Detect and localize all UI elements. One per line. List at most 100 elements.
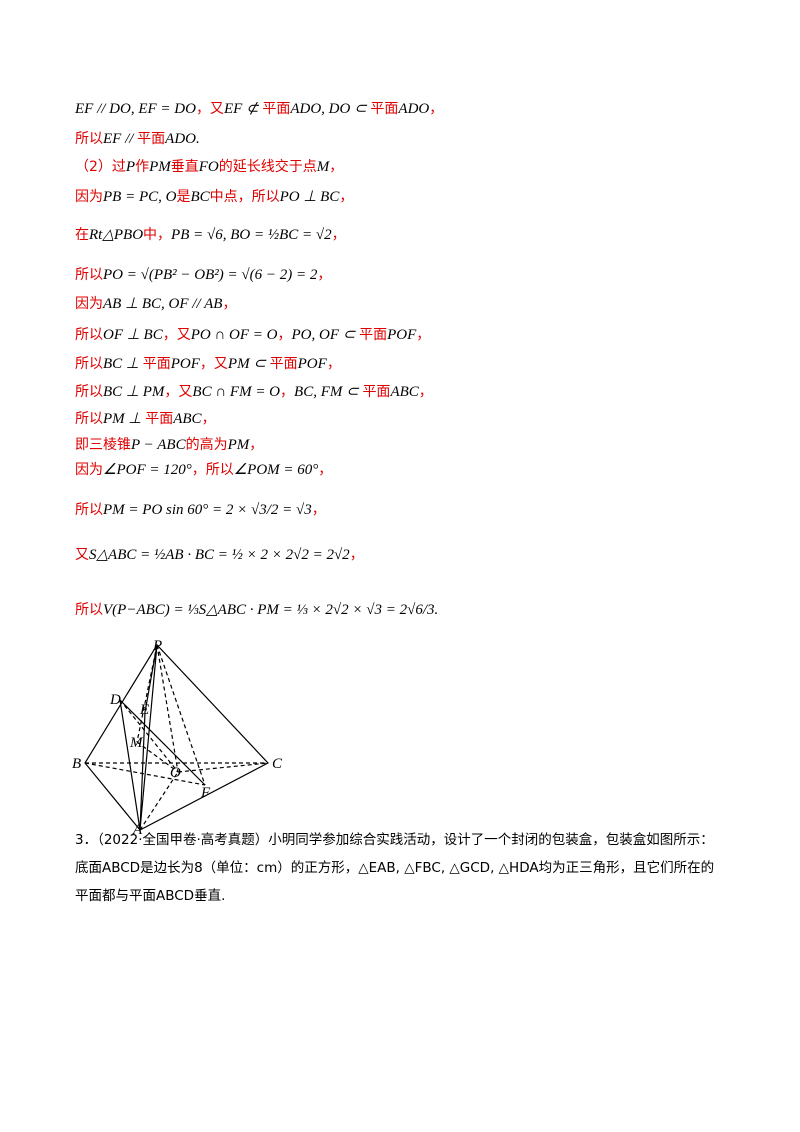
solution-line: 所以PM ⊥ 平面ABC，	[75, 408, 216, 428]
solution-text: ，	[280, 384, 295, 400]
math: M	[316, 159, 330, 175]
math: ∠POM = 60°	[233, 462, 319, 478]
solution-text: 平面	[359, 327, 388, 343]
solution-text: 平面	[269, 356, 298, 372]
solution-text: 垂直	[170, 159, 199, 175]
solution-text: ，	[317, 267, 332, 283]
solution-text: ，	[429, 101, 444, 117]
math: AB ⊥ BC, OF // AB	[103, 296, 223, 312]
point-label: O	[170, 765, 181, 781]
point-label: M	[129, 735, 144, 751]
math: EF //	[103, 131, 138, 147]
math: PM ⊥	[103, 411, 146, 427]
solution-text: ，所以	[191, 462, 234, 478]
solution-text: ，	[222, 296, 237, 312]
point-label: P	[152, 638, 162, 654]
solution-text: 平面	[145, 411, 174, 427]
solution-line: 所以PO = √(PB² − OB²) = √(6 − 2) = 2，	[75, 264, 331, 284]
solution-text: 因为	[75, 189, 103, 205]
solution-line: 因为AB ⊥ BC, OF // AB，	[75, 293, 236, 313]
math: ADO	[398, 101, 430, 117]
point-label: F	[200, 785, 211, 801]
solution-text: 所以	[75, 131, 103, 147]
math: PB = √6, BO = ½BC = √2	[171, 227, 332, 243]
point-label: B	[72, 756, 81, 772]
solution-text: 平面	[142, 356, 171, 372]
solution-text: ，	[416, 327, 431, 343]
math: BC ∩ FM = O	[192, 384, 281, 400]
solution-line: （2）过P作PM垂直FO的延长线交于点M，	[75, 156, 343, 176]
solution-line: 在Rt△PBO中，PB = √6, BO = ½BC = √2，	[75, 224, 346, 244]
solution-line: 因为∠POF = 120°，所以∠POM = 60°，	[75, 459, 332, 479]
solution-text: ，	[201, 411, 216, 427]
solution-text: 平面	[137, 131, 166, 147]
math: .	[434, 602, 439, 618]
solution-text: 因为	[75, 296, 103, 312]
solution-text: 所以	[75, 267, 103, 283]
math: EF ⊄	[223, 101, 263, 117]
math: POF	[297, 356, 327, 372]
solution-text: 所以	[75, 602, 103, 618]
solution-text: 所以	[75, 384, 103, 400]
math: BC ⊥ PM	[103, 384, 165, 400]
solution-line: 所以BC ⊥ PM，又BC ∩ FM = O，BC, FM ⊂ 平面ABC，	[75, 381, 433, 401]
math: P	[125, 159, 136, 175]
solution-text: ，	[318, 462, 333, 478]
solution-text: ，	[339, 189, 354, 205]
solution-text: ，	[331, 227, 346, 243]
solution-text: 在	[75, 227, 89, 243]
solution-text: 又	[75, 547, 89, 563]
solution-text: 作	[135, 159, 150, 175]
problem-line: 3．（2022·全国甲卷·高考真题）小明同学参加综合实践活动，设计了一个封闭的包…	[75, 832, 714, 848]
math: ∠POF = 120°	[103, 462, 192, 478]
math: ABC	[390, 384, 419, 400]
problem-line: 底面ABCD是边长为8（单位：cm）的正方形，△EAB, △FBC, △GCD,…	[75, 860, 715, 876]
solution-text: ，	[349, 547, 364, 563]
math: POF	[387, 327, 417, 343]
math: BC ⊥	[103, 356, 143, 372]
math: ABC	[173, 411, 202, 427]
math: BC, FM ⊂	[294, 384, 363, 400]
solution-text: 的高为	[185, 437, 228, 453]
solution-text: 平面	[370, 101, 399, 117]
solution-line: 所以OF ⊥ BC，又PO ∩ OF = O，PO, OF ⊂ 平面POF，	[75, 324, 430, 344]
solution-text: 中，	[143, 227, 172, 243]
math: PM	[149, 159, 171, 175]
point-label: D	[109, 692, 121, 708]
math: .	[196, 131, 200, 147]
solution-text: 平面	[262, 101, 291, 117]
math: OF ⊥ BC	[103, 327, 163, 343]
solution-line: 所以BC ⊥ 平面POF，又PM ⊂ 平面POF，	[75, 353, 341, 373]
solution-text: 平面	[362, 384, 391, 400]
math: V(P−ABC) = ⅓S△ABC · PM = ⅓ × 2√2 × √3 = …	[103, 602, 435, 618]
point-label: A	[132, 822, 143, 838]
solution-line: 因为PB = PC, O是BC中点，所以PO ⊥ BC，	[75, 186, 353, 206]
problem-line: 平面都与平面ABCD垂直.	[75, 888, 226, 904]
solution-text: 所以	[75, 356, 103, 372]
solution-line: 又S△ABC = ½AB · BC = ½ × 2 × 2√2 = 2√2，	[75, 544, 364, 564]
solution-text: 所以	[75, 327, 103, 343]
math: S△ABC = ½AB · BC = ½ × 2 × 2√2 = 2√2	[89, 547, 350, 563]
solution-text: 因为	[75, 462, 103, 478]
point-label: C	[272, 756, 283, 772]
math: P − ABC	[131, 437, 186, 453]
solution-text: 中点，所以	[209, 189, 280, 205]
math: ADO, DO ⊂	[290, 101, 371, 117]
math: PB = PC, O	[103, 189, 177, 205]
solution-text: ，	[329, 159, 344, 175]
solution-text: 是	[176, 189, 191, 205]
math: Rt△PBO	[89, 227, 144, 243]
solution-text: ，	[311, 502, 326, 518]
solution-text: ，	[249, 437, 264, 453]
solution-text: 所以	[75, 502, 103, 518]
solution-text: ，又	[164, 384, 193, 400]
solution-line: 所以V(P−ABC) = ⅓S△ABC · PM = ⅓ × 2√2 × √3 …	[75, 599, 438, 619]
math: FO	[198, 159, 219, 175]
solution-line: 所以PM = PO sin 60° = 2 × √3/2 = √3，	[75, 499, 326, 519]
solution-text: ，又	[195, 101, 224, 117]
math: PO = √(PB² − OB²) = √(6 − 2) = 2	[103, 267, 318, 283]
solution-text: ，	[418, 384, 433, 400]
math: BC	[190, 189, 210, 205]
